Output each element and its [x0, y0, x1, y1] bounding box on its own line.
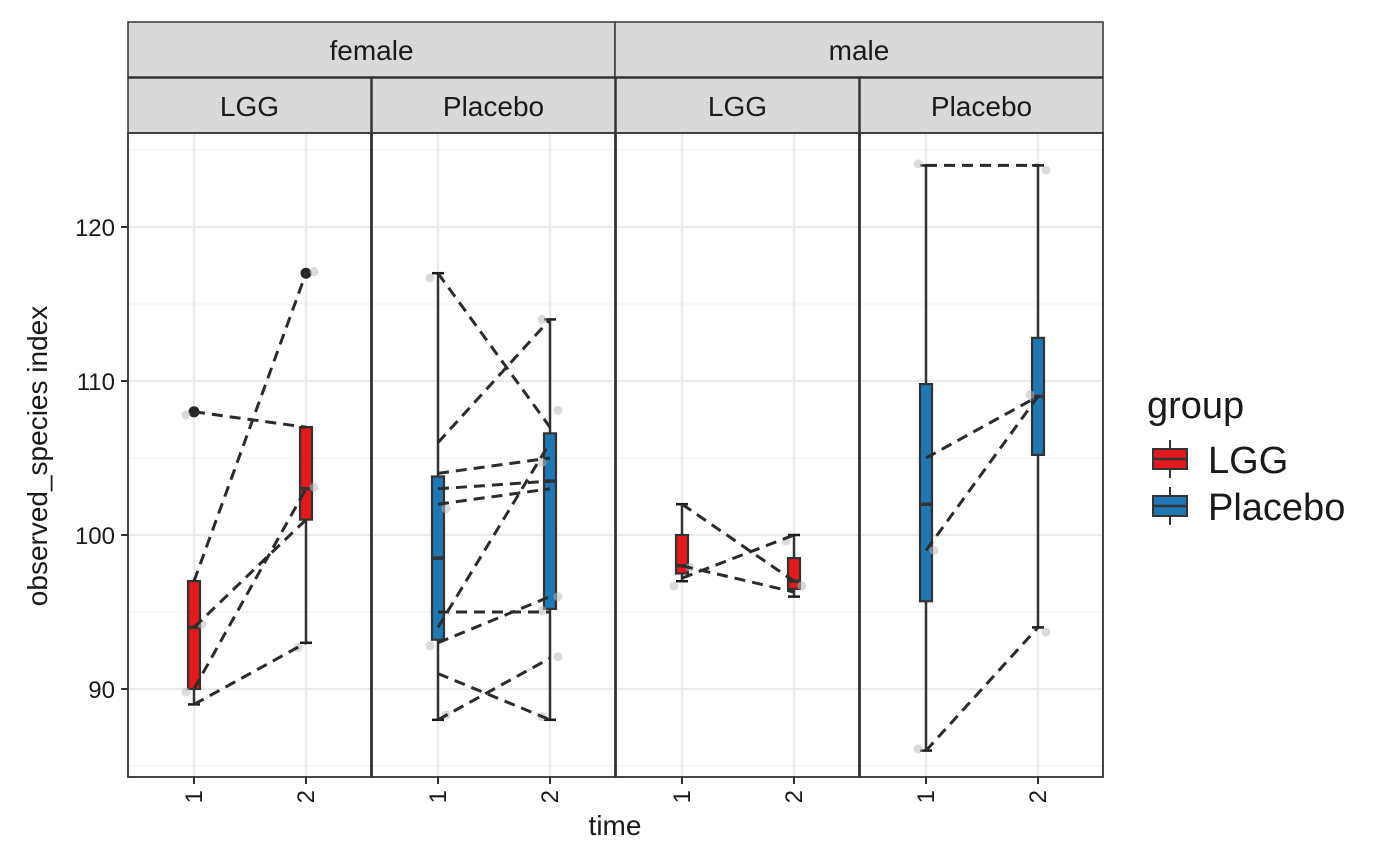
sample-point	[1025, 390, 1035, 400]
y-tick-label: 90	[88, 677, 115, 704]
x-tick-label: 1	[669, 790, 696, 803]
sample-point	[181, 687, 191, 697]
paired-line	[924, 395, 1040, 552]
sample-point	[537, 458, 547, 468]
boxplot-time-1	[430, 271, 446, 722]
sample-point	[929, 545, 939, 555]
legend-keys: LGG Placebo	[1152, 440, 1345, 529]
paired-line	[193, 410, 307, 429]
panel-background	[372, 133, 615, 777]
paired-line	[436, 318, 552, 444]
box-body	[674, 533, 690, 575]
paired-line	[925, 395, 1039, 460]
strip-label-male: male	[829, 35, 890, 66]
sample-point	[913, 744, 923, 754]
x-tick-label: 1	[181, 790, 208, 803]
facet-panel-male-lgg	[615, 132, 860, 778]
paired-line	[436, 441, 552, 629]
paired-line	[192, 488, 308, 690]
y-axis: 90 100 110 120	[75, 215, 128, 704]
paired-line	[193, 641, 307, 706]
strip-label-male-placebo: Placebo	[931, 91, 1032, 122]
x-axis: 1 2 1 2 1 2 1 2	[181, 777, 1052, 803]
x-tick-label: 2	[537, 790, 564, 803]
x-tick-label: 1	[913, 790, 940, 803]
sample-point	[553, 652, 563, 662]
paired-line	[437, 595, 551, 645]
paired-line	[437, 672, 551, 722]
sample-point	[441, 504, 451, 514]
y-tick-label: 110	[77, 369, 115, 396]
box-body	[298, 426, 314, 521]
x-axis-title: time	[589, 810, 642, 841]
strip-female-background	[127, 21, 616, 78]
panel-border	[127, 132, 372, 778]
paired-line	[437, 456, 551, 475]
legend-label: LGG	[1208, 440, 1288, 482]
panel-border	[859, 132, 1104, 778]
strip-female-placebo-background	[371, 77, 616, 134]
strip-female-lgg-background	[127, 77, 372, 134]
sample-point	[913, 159, 923, 169]
legend-key-placebo: Placebo	[1152, 487, 1345, 529]
x-tick-label: 2	[1025, 790, 1052, 803]
strip-male-placebo-background	[859, 77, 1104, 134]
sample-point	[669, 581, 679, 591]
sample-point	[537, 314, 547, 324]
sample-point	[1041, 627, 1051, 637]
sample-point	[537, 605, 547, 615]
facet-panel-female-lgg	[127, 132, 372, 778]
paired-line	[924, 626, 1040, 752]
paired-line	[681, 533, 795, 580]
boxplot-time-2	[542, 318, 558, 722]
paired-line	[681, 502, 795, 583]
sample-point	[797, 581, 807, 591]
panel-background	[128, 133, 371, 777]
paired-line	[437, 487, 551, 506]
sample-point	[1041, 165, 1051, 175]
panel-background	[616, 133, 859, 777]
paired-line	[192, 272, 308, 582]
paired-line	[192, 518, 308, 629]
box-body	[918, 382, 934, 603]
facet-panel-female-placebo	[371, 132, 616, 778]
x-tick-label: 2	[293, 790, 320, 803]
paired-line	[437, 656, 551, 722]
y-tick-label: 100	[75, 523, 115, 550]
paired-line	[436, 272, 552, 429]
box-body	[542, 432, 558, 611]
x-tick-label: 1	[425, 790, 452, 803]
sample-point	[309, 482, 319, 492]
strip-label-female-lgg: LGG	[220, 91, 279, 122]
y-axis-title: observed_species index	[22, 306, 53, 606]
paired-line	[437, 479, 551, 491]
sample-point	[425, 641, 435, 651]
facet-panel-male-placebo	[859, 132, 1104, 778]
panel-border	[615, 132, 860, 778]
strip-label-male-lgg: LGG	[708, 91, 767, 122]
legend: group LGG Placebo	[1147, 385, 1345, 529]
box-body	[186, 580, 202, 691]
y-tick-label: 120	[75, 215, 115, 242]
strip-male-background	[614, 21, 1104, 78]
panel-border	[371, 132, 616, 778]
legend-title: group	[1147, 385, 1244, 427]
facet-panels	[127, 132, 1104, 778]
legend-key-lgg: LGG	[1152, 440, 1288, 482]
strip-label-female-placebo: Placebo	[443, 91, 544, 122]
x-tick-label: 2	[781, 790, 808, 803]
legend-label: Placebo	[1208, 487, 1345, 529]
sample-point	[425, 273, 435, 283]
strip-label-female: female	[329, 35, 413, 66]
sample-point	[181, 410, 191, 420]
panel-background	[860, 133, 1103, 777]
sample-point	[553, 592, 563, 602]
facet-strips: female male LGG Placebo LGG Placebo	[127, 21, 1104, 134]
sample-point	[309, 267, 319, 277]
sample-point	[553, 405, 563, 415]
